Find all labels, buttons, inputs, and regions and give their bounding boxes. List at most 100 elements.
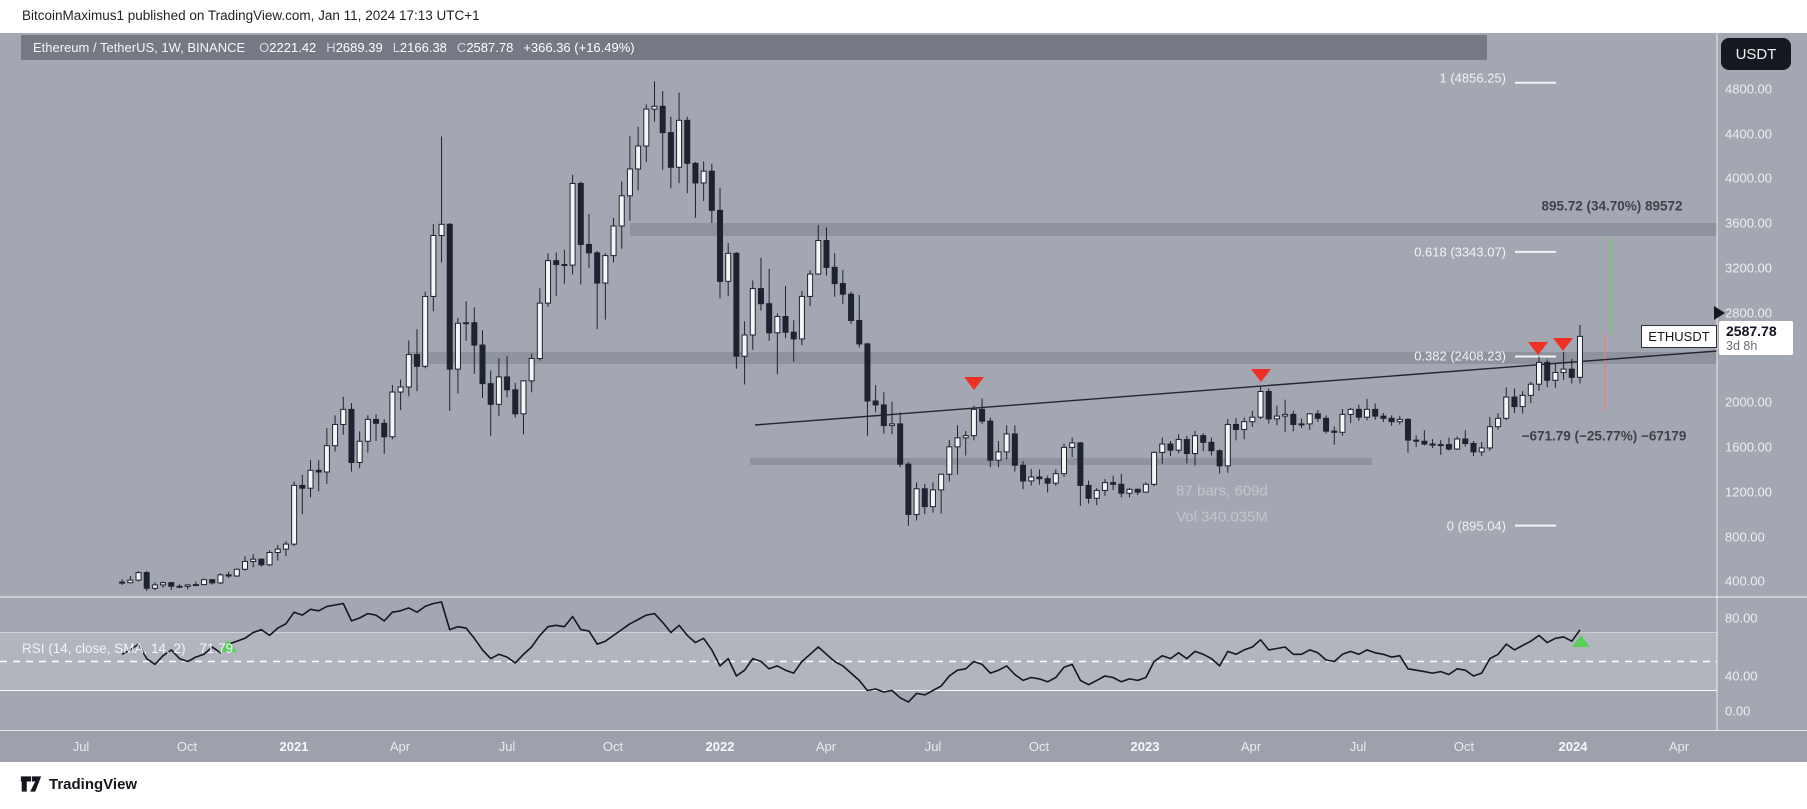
candle-body bbox=[274, 548, 281, 553]
candle-body bbox=[151, 584, 158, 589]
rsi-legend[interactable]: RSI (14, close, SMA, 14, 2) 71.79 bbox=[22, 641, 233, 656]
time-tick-label: 2021 bbox=[279, 739, 309, 754]
rsi-tick-label: 80.00 bbox=[1725, 610, 1758, 626]
candle-body bbox=[659, 105, 666, 134]
candle-body bbox=[1069, 442, 1076, 448]
candle-body bbox=[1232, 423, 1239, 430]
candle-body bbox=[1372, 408, 1379, 417]
candle-body bbox=[684, 119, 691, 164]
candle-body bbox=[1052, 473, 1059, 484]
measure-down-label[interactable]: −671.79 (−25.77%) −67179 bbox=[1521, 428, 1687, 444]
candle-body bbox=[1323, 417, 1330, 432]
candle-body bbox=[1028, 476, 1035, 482]
candle-body bbox=[545, 260, 552, 304]
bearish-marker-icon[interactable] bbox=[964, 377, 984, 390]
bearish-marker-icon[interactable] bbox=[1251, 369, 1271, 382]
candle-body bbox=[741, 334, 748, 357]
fib-label-1[interactable]: 1 (4856.25) bbox=[1439, 70, 1507, 86]
candle-body bbox=[422, 295, 429, 367]
time-tick-label: Oct bbox=[602, 739, 624, 754]
candle-body bbox=[1126, 488, 1133, 494]
symbol-legend-bar[interactable]: Ethereum / TetherUS, 1W, BINANCE O 2221.… bbox=[21, 35, 1487, 60]
candle-body bbox=[1077, 442, 1084, 486]
bearish-marker-icon[interactable] bbox=[1553, 338, 1573, 351]
candle-body bbox=[1576, 335, 1583, 378]
chart-svg bbox=[0, 33, 1807, 761]
candle-body bbox=[430, 234, 437, 297]
candle-body bbox=[1388, 417, 1395, 423]
time-tick-label: Apr bbox=[1240, 739, 1262, 754]
candle-body bbox=[397, 386, 404, 393]
candle-body bbox=[1298, 423, 1305, 426]
candle-body bbox=[405, 354, 412, 388]
candle-body bbox=[160, 582, 167, 586]
candle-body bbox=[1355, 408, 1362, 418]
open-key: O bbox=[259, 40, 270, 55]
footer-brand[interactable]: TradingView bbox=[20, 774, 137, 794]
candle-body bbox=[1216, 450, 1223, 467]
price-tick-label: 4400.00 bbox=[1725, 126, 1772, 142]
candle-body bbox=[1486, 426, 1493, 449]
high-value: 2689.39 bbox=[335, 40, 383, 55]
trendline[interactable] bbox=[754, 350, 1718, 426]
candle-body bbox=[676, 119, 683, 168]
candle-body bbox=[1454, 438, 1461, 450]
candle-body bbox=[1413, 439, 1420, 442]
bullish-marker-icon[interactable] bbox=[219, 640, 237, 652]
candle-body bbox=[307, 469, 314, 489]
candle-body bbox=[1314, 413, 1321, 419]
candle-body bbox=[1224, 423, 1231, 467]
candle-body bbox=[585, 243, 592, 254]
symbol-title[interactable]: Ethereum / TetherUS, 1W, BINANCE bbox=[33, 40, 246, 55]
candle-body bbox=[692, 162, 699, 184]
candle-body bbox=[241, 560, 248, 570]
candle-body bbox=[913, 488, 920, 515]
candle-body bbox=[225, 574, 232, 577]
candle-body bbox=[1511, 396, 1518, 408]
candle-body bbox=[897, 423, 904, 465]
candle-body bbox=[1306, 413, 1313, 425]
bearish-marker-icon[interactable] bbox=[1528, 342, 1548, 355]
fib-label-0382[interactable]: 0.382 (2408.23) bbox=[1414, 348, 1506, 364]
candle-body bbox=[1380, 415, 1387, 419]
candle-body bbox=[1404, 418, 1411, 441]
candle-body bbox=[1568, 368, 1575, 378]
rsi-tick-label: 40.00 bbox=[1725, 668, 1758, 684]
candle-body bbox=[1060, 446, 1067, 475]
currency-badge[interactable]: USDT bbox=[1721, 38, 1791, 70]
candle-body bbox=[1085, 484, 1092, 499]
candle-body bbox=[1495, 417, 1502, 428]
candle-body bbox=[1331, 430, 1338, 433]
tradingview-logo-icon bbox=[20, 776, 42, 792]
candle-body bbox=[946, 446, 953, 475]
candle-body bbox=[282, 543, 289, 550]
fib-label-0618[interactable]: 0.618 (3343.07) bbox=[1414, 244, 1506, 260]
price-tick-label: 3200.00 bbox=[1725, 260, 1772, 276]
candle-body bbox=[839, 283, 846, 295]
candle-body bbox=[594, 252, 601, 284]
candle-body bbox=[807, 273, 814, 297]
fib-label-0[interactable]: 0 (895.04) bbox=[1446, 518, 1506, 534]
chart-canvas[interactable]: Ethereum / TetherUS, 1W, BINANCE O 2221.… bbox=[0, 33, 1807, 762]
candle-body bbox=[135, 572, 142, 581]
rsi-legend-label[interactable]: RSI (14, close, SMA, 14, 2) bbox=[22, 641, 186, 656]
time-axis[interactable]: Jul Oct 2021 Apr Jul Oct 2022 Apr Jul Oct 2023 Apr J… bbox=[0, 730, 1807, 762]
price-zone[interactable] bbox=[630, 223, 1717, 236]
bullish-marker-icon[interactable] bbox=[1572, 635, 1590, 647]
price-tick-label: 2000.00 bbox=[1725, 394, 1772, 410]
price-zone[interactable] bbox=[408, 352, 1717, 364]
price-tick-label: 800.00 bbox=[1725, 529, 1765, 545]
candle-body bbox=[970, 408, 977, 437]
candle-body bbox=[504, 376, 511, 391]
bar-countdown: 3d 8h bbox=[1726, 339, 1758, 353]
time-tick-label: Apr bbox=[389, 739, 411, 754]
candle-body bbox=[1192, 435, 1199, 455]
price-tick-label: 1200.00 bbox=[1725, 484, 1772, 500]
candle-body bbox=[250, 558, 257, 562]
candle-body bbox=[364, 418, 371, 442]
candle-body bbox=[823, 240, 830, 268]
price-tick-label: 1600.00 bbox=[1725, 439, 1772, 455]
candle-body bbox=[757, 288, 764, 305]
time-tick-label: Jul bbox=[72, 739, 90, 754]
measure-up-label[interactable]: 895.72 (34.70%) 89572 bbox=[1541, 198, 1683, 214]
